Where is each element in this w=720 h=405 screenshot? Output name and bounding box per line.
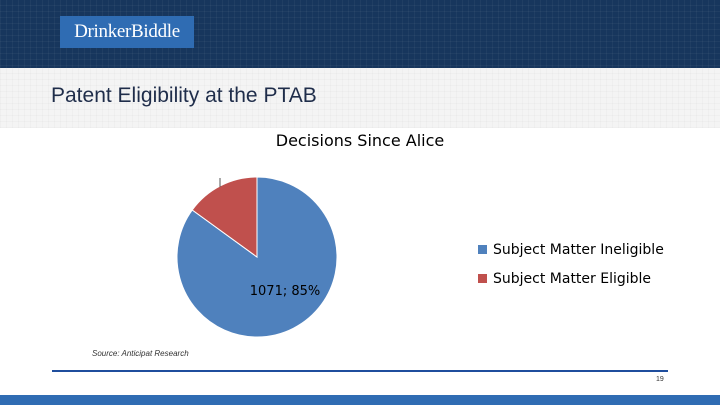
legend-item-eligible: Subject Matter Eligible	[478, 264, 664, 293]
slide-title: Patent Eligibility at the PTAB	[51, 84, 317, 107]
source-note: Source: Anticipat Research	[92, 349, 189, 358]
legend-label-ineligible: Subject Matter Ineligible	[493, 241, 664, 258]
footer-band	[0, 395, 720, 405]
chart-legend: Subject Matter Ineligible Subject Matter…	[478, 235, 664, 293]
chart-title: Decisions Since Alice	[275, 131, 445, 150]
footer-rule	[52, 370, 668, 372]
page-number: 19	[656, 376, 664, 383]
header-band: DrinkerBiddle	[0, 0, 720, 68]
legend-label-eligible: Subject Matter Eligible	[493, 270, 652, 287]
title-band	[0, 68, 720, 128]
legend-item-ineligible: Subject Matter Ineligible	[478, 235, 664, 264]
legend-swatch-eligible	[478, 274, 487, 283]
drinker-biddle-logo: DrinkerBiddle	[60, 16, 194, 48]
legend-swatch-ineligible	[478, 245, 487, 254]
data-label-ineligible: 1071; 85%	[250, 284, 321, 299]
pie-slice-eligible	[191, 176, 258, 258]
